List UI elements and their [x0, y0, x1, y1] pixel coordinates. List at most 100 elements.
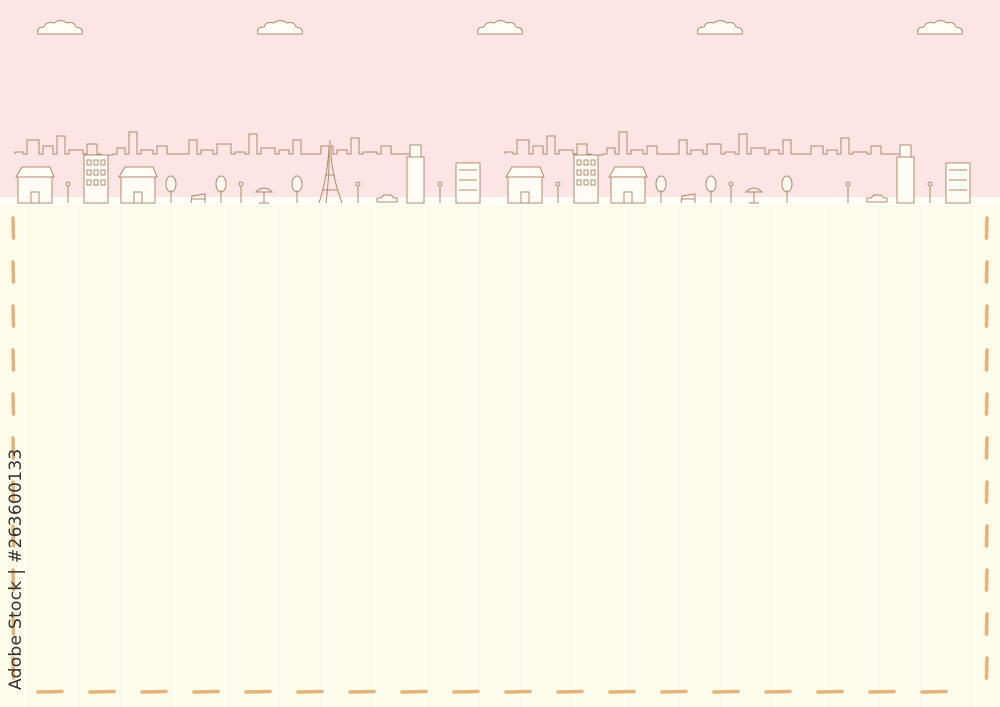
tower-icon	[896, 144, 915, 204]
border-dash	[984, 480, 989, 504]
eiffel-tower-icon	[318, 140, 343, 204]
building-window	[93, 159, 99, 166]
skyline-segment	[14, 131, 481, 204]
house-roof	[608, 166, 648, 178]
border-dash	[140, 689, 168, 694]
cloud-shape	[477, 20, 523, 35]
building-window	[100, 169, 106, 176]
house-roof	[15, 166, 55, 178]
street-lamp-icon	[437, 181, 443, 203]
building-window	[576, 159, 582, 166]
lamp-head	[927, 181, 933, 187]
house-icon	[15, 166, 55, 204]
lamp-head	[728, 181, 734, 187]
cloud-icon	[917, 20, 963, 35]
tree-crown	[291, 175, 303, 193]
border-dash	[11, 524, 16, 548]
building-wall	[455, 162, 481, 204]
car-icon	[866, 194, 888, 203]
lamp-head	[845, 181, 851, 187]
tower-body	[896, 156, 915, 204]
street-lamp-icon	[355, 181, 361, 203]
tree-crown	[165, 175, 177, 193]
tree-icon	[705, 175, 717, 203]
tree-icon	[655, 175, 667, 203]
cloud-icon	[697, 20, 743, 35]
building-window	[100, 159, 106, 166]
building-icon	[83, 154, 109, 204]
house-icon	[118, 166, 158, 204]
building-wall	[945, 162, 971, 204]
border-dash	[660, 689, 688, 694]
building-window	[590, 169, 596, 176]
border-dash	[868, 689, 896, 694]
border-dash	[11, 656, 16, 680]
border-dash	[11, 304, 16, 328]
house-door	[30, 191, 40, 204]
building-icon	[455, 162, 481, 204]
border-dash	[608, 689, 636, 694]
border-dash	[984, 304, 989, 328]
cafe-umbrella-icon	[744, 187, 764, 204]
border-dash	[712, 689, 740, 694]
border-dash	[984, 568, 989, 592]
house-door	[520, 191, 530, 204]
street-lamp-icon	[927, 181, 933, 203]
cloud-shape	[917, 20, 963, 35]
skyline-segment	[504, 131, 971, 204]
building-window	[86, 179, 92, 186]
building-icon	[945, 162, 971, 204]
border-dash	[400, 689, 428, 694]
border-dash	[984, 656, 989, 680]
skyline-outline	[504, 131, 901, 156]
house-wall	[120, 176, 156, 204]
cloud-shape	[697, 20, 743, 35]
house-door	[133, 191, 143, 204]
lamp-head	[355, 181, 361, 187]
building-window	[100, 179, 106, 186]
house-door	[623, 191, 633, 204]
tree-crown	[215, 175, 227, 193]
border-dash	[11, 612, 16, 636]
tree-icon	[291, 175, 303, 203]
border-dash	[452, 689, 480, 694]
border-dash	[88, 689, 116, 694]
building-window	[590, 159, 596, 166]
lamp-head	[238, 181, 244, 187]
border-dash	[984, 392, 989, 416]
street-lamp-icon	[238, 181, 244, 203]
building-icon	[573, 154, 599, 204]
house-roof	[505, 166, 545, 178]
watermark-text: Adobe Stock | #263600133	[6, 448, 26, 690]
border-dash	[11, 216, 16, 240]
sidewalk-strip	[0, 197, 1000, 205]
building-window	[583, 169, 589, 176]
border-dash	[11, 568, 16, 592]
border-dash	[11, 392, 16, 416]
building-window	[86, 169, 92, 176]
skyline-outline	[14, 131, 411, 156]
border-dash	[556, 689, 584, 694]
street-lamp-icon	[65, 181, 71, 203]
border-dash	[984, 436, 989, 460]
border-dash	[11, 480, 16, 504]
cloud-shape	[257, 20, 303, 35]
street-lamp-icon	[845, 181, 851, 203]
border-dash	[504, 689, 532, 694]
building-window	[576, 179, 582, 186]
cloud-icon	[257, 20, 303, 35]
tree-crown	[655, 175, 667, 193]
border-dash	[36, 689, 64, 694]
tower-body	[406, 156, 425, 204]
dashed-border	[11, 216, 989, 694]
bench-icon	[190, 193, 206, 204]
lamp-head	[555, 181, 561, 187]
tree-icon	[215, 175, 227, 203]
border-dash	[348, 689, 376, 694]
building-window	[583, 179, 589, 186]
vertical-stripes	[24, 205, 976, 707]
border-dash	[920, 689, 948, 694]
building-window	[93, 179, 99, 186]
tree-icon	[165, 175, 177, 203]
